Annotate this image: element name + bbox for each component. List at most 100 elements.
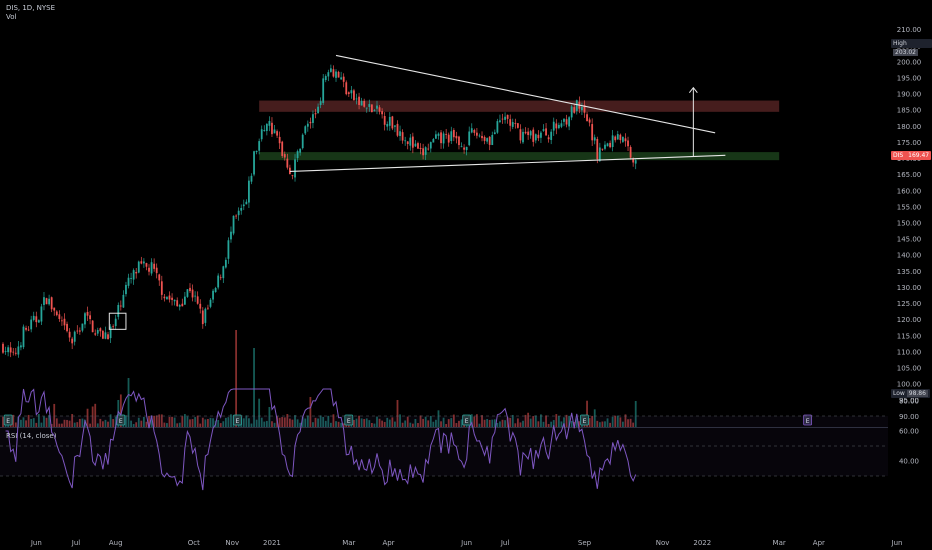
volume-bar	[294, 415, 296, 428]
volume-bar	[399, 414, 401, 428]
volume-bar	[78, 418, 81, 428]
candle	[332, 69, 335, 77]
volume-bar	[337, 421, 340, 428]
volume-label: Vol	[6, 12, 17, 21]
candle	[411, 136, 414, 148]
time-tick-label: Mar	[342, 539, 355, 547]
candle	[183, 296, 186, 305]
volume-bar	[114, 416, 117, 428]
volume-bar	[127, 378, 130, 428]
time-tick-label: Sep	[578, 539, 592, 547]
volume-bar	[250, 423, 253, 428]
candle	[117, 304, 120, 317]
volume-bar	[89, 423, 91, 428]
volume-bar	[545, 415, 547, 428]
candle	[473, 130, 476, 133]
volume-bar	[355, 418, 358, 428]
volume-bar	[104, 419, 107, 428]
candle	[447, 134, 450, 143]
volume-bar	[183, 414, 186, 428]
volume-bar	[547, 423, 550, 428]
candle	[335, 71, 337, 78]
candle	[342, 76, 345, 82]
volume-bar	[222, 421, 225, 428]
candle	[463, 147, 465, 150]
candle	[235, 215, 238, 217]
price-tick-label: 195.00	[897, 75, 922, 83]
volume-bar	[516, 418, 519, 428]
candle	[281, 141, 284, 156]
rsi-tick-label: 60.00	[899, 428, 919, 436]
candle	[601, 148, 604, 150]
volume-bar	[58, 423, 61, 428]
candle	[150, 262, 153, 274]
volume-bar	[429, 415, 432, 428]
candle	[148, 267, 150, 272]
candle	[481, 135, 483, 139]
candle	[591, 124, 594, 141]
volume-bar	[504, 420, 506, 428]
high-tag: High 203.02	[891, 39, 932, 56]
volume-bar	[358, 415, 360, 428]
earnings-letter: E	[347, 418, 351, 425]
rsi-axis: 80.00 60.00 40.00	[899, 398, 919, 466]
symbol-header: DIS, 1D, NYSE Vol	[6, 4, 55, 22]
candle	[14, 352, 17, 354]
price-tick-label: 120.00	[897, 316, 922, 324]
candle	[532, 129, 535, 142]
volume-bar	[96, 423, 99, 428]
volume-bar	[501, 419, 504, 428]
candle	[573, 107, 576, 113]
candle	[563, 118, 565, 122]
volume-bar	[299, 422, 302, 428]
candle	[422, 148, 425, 156]
volume-bar	[419, 415, 422, 428]
price-tick-label: 115.00	[897, 332, 922, 340]
candle	[386, 124, 389, 127]
volume-bar	[45, 417, 48, 428]
volume-bar	[609, 422, 612, 428]
volume-bar	[324, 420, 327, 428]
volume-bar	[63, 419, 66, 428]
candle	[429, 142, 432, 149]
candle	[312, 114, 314, 123]
candle	[417, 143, 419, 149]
volume-bar	[199, 423, 202, 428]
candle	[406, 141, 409, 144]
candle	[534, 134, 537, 141]
volume-bar	[552, 420, 555, 428]
candle	[542, 129, 545, 131]
candle	[199, 303, 202, 309]
candle	[547, 137, 550, 140]
volume-bar	[340, 422, 343, 428]
volume-bar	[312, 422, 314, 428]
candle	[283, 154, 286, 158]
candle	[58, 314, 61, 319]
volume-bar	[345, 423, 348, 428]
time-tick-label: Jul	[71, 539, 81, 547]
candle	[470, 128, 473, 133]
candle	[414, 143, 417, 147]
candle	[114, 318, 117, 327]
candle	[455, 135, 458, 139]
volume-bar	[171, 416, 173, 428]
volume-bar	[30, 418, 33, 428]
volume-bar	[132, 423, 135, 428]
candle	[516, 123, 519, 128]
candle	[55, 311, 58, 316]
volume-bar	[155, 415, 158, 428]
volume-bar	[194, 417, 197, 428]
volume-bar	[327, 415, 330, 428]
candle	[255, 150, 258, 153]
candle	[432, 139, 435, 143]
volume-bar	[353, 419, 355, 428]
volume-bar	[94, 403, 97, 428]
candle	[176, 300, 179, 307]
volume-bar	[499, 421, 501, 428]
candle	[66, 323, 68, 332]
volume-bar	[112, 419, 115, 428]
candle	[163, 296, 166, 299]
candle	[611, 135, 614, 148]
